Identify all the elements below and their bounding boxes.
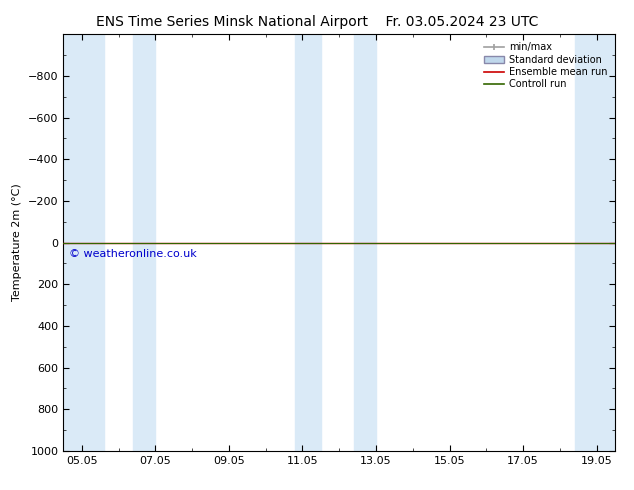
Text: © weatheronline.co.uk: © weatheronline.co.uk [69,249,197,259]
Bar [295,34,321,451]
Legend: min/max, Standard deviation, Ensemble mean run, Controll run: min/max, Standard deviation, Ensemble me… [481,39,610,92]
Bar [133,34,155,451]
Bar [574,34,615,451]
Y-axis label: Temperature 2m (°C): Temperature 2m (°C) [13,184,22,301]
Bar [354,34,376,451]
Bar [63,34,104,451]
Text: ENS Time Series Minsk National Airport    Fr. 03.05.2024 23 UTC: ENS Time Series Minsk National Airport F… [96,15,538,29]
